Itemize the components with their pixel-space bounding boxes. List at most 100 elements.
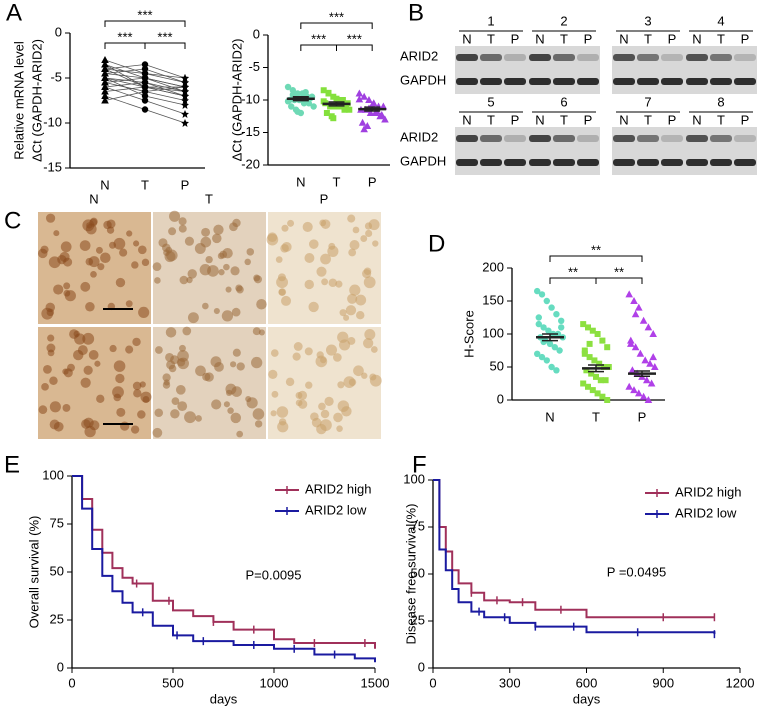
- nucleus: [79, 240, 91, 251]
- nucleus: [281, 241, 292, 252]
- nucleus: [281, 224, 289, 232]
- blot-band: [553, 54, 575, 61]
- nucleus: [325, 344, 338, 356]
- nucleus: [347, 293, 358, 304]
- x-tick-label: 1200: [726, 675, 755, 690]
- point: [289, 87, 297, 94]
- nucleus: [363, 338, 374, 349]
- nucleus: [112, 386, 124, 399]
- nucleus: [316, 351, 324, 359]
- y-tick-label: -10: [241, 91, 260, 106]
- nucleus: [205, 255, 213, 264]
- blot-band: [637, 78, 659, 85]
- point: [101, 69, 109, 77]
- x-axis-label: days: [573, 691, 601, 706]
- nucleus: [200, 236, 212, 248]
- blot-band: [686, 159, 708, 166]
- nucleus: [89, 218, 98, 227]
- nucleus: [230, 412, 242, 424]
- nucleus: [132, 337, 141, 347]
- nucleus: [94, 360, 101, 367]
- significance-label: ***: [117, 29, 132, 44]
- point: [339, 97, 346, 103]
- blot-band: [553, 78, 575, 85]
- sem-bar: [634, 370, 650, 377]
- nucleus: [232, 218, 241, 228]
- significance-bracket: [595, 277, 643, 284]
- blot-band: [734, 135, 756, 142]
- nucleus: [276, 406, 289, 418]
- nucleus: [202, 372, 211, 381]
- ihc-image: [153, 327, 266, 439]
- blot-band: [529, 78, 551, 85]
- point: [631, 343, 640, 351]
- blot-band: [456, 78, 478, 85]
- nucleus: [335, 280, 343, 288]
- nucleus: [187, 312, 199, 324]
- y-tick-label: 75: [411, 518, 425, 533]
- blot-band: [529, 54, 551, 61]
- nucleus: [276, 276, 288, 289]
- point: [594, 390, 601, 397]
- x-tick-label: 1000: [260, 675, 289, 690]
- x-tick-label: N: [296, 174, 305, 189]
- point: [310, 103, 317, 110]
- significance-label: **: [591, 242, 601, 257]
- nucleus: [115, 373, 125, 384]
- nucleus: [230, 361, 237, 368]
- nucleus: [305, 381, 313, 389]
- nucleus: [81, 419, 91, 429]
- blot-band: [637, 135, 659, 142]
- x-tick-label: 1500: [361, 675, 390, 690]
- nucleus: [73, 349, 84, 361]
- nucleus: [49, 376, 58, 385]
- nucleus: [60, 241, 72, 253]
- y-tick-label: -5: [248, 59, 260, 74]
- blot-band: [710, 54, 732, 61]
- point: [181, 96, 189, 105]
- nucleus: [268, 369, 278, 379]
- nucleus: [139, 381, 146, 388]
- nucleus: [53, 230, 60, 237]
- lane-label: N: [692, 31, 701, 46]
- nucleus: [309, 239, 319, 249]
- blot-band: [456, 54, 478, 61]
- nucleus: [337, 331, 349, 343]
- nucleus: [177, 401, 188, 412]
- lane-label: N: [619, 112, 628, 127]
- point: [646, 359, 654, 367]
- nucleus: [328, 278, 338, 288]
- nucleus: [53, 421, 64, 432]
- blot-band: [480, 54, 502, 61]
- blot-band: [456, 135, 478, 142]
- nucleus: [254, 420, 263, 428]
- nucleus: [125, 300, 133, 308]
- point: [141, 88, 149, 95]
- point: [323, 110, 330, 116]
- y-tick-label: 150: [482, 292, 504, 307]
- nucleus: [184, 411, 196, 424]
- y-tick-label: 100: [482, 325, 504, 340]
- y-axis-label: Overall survival (%): [26, 516, 41, 629]
- blot-band: [480, 78, 502, 85]
- point: [355, 89, 364, 97]
- point: [543, 297, 550, 305]
- nucleus: [316, 266, 327, 277]
- nucleus: [85, 301, 95, 312]
- point: [602, 377, 609, 384]
- nucleus: [293, 342, 303, 351]
- point: [625, 290, 633, 298]
- point: [141, 74, 149, 82]
- nucleus: [49, 401, 61, 413]
- nucleus: [41, 382, 49, 391]
- nucleus: [130, 425, 140, 434]
- nucleus: [236, 362, 245, 371]
- y-tick-label: 0: [418, 659, 425, 674]
- blot-band: [613, 135, 635, 142]
- nucleus: [345, 305, 357, 316]
- point: [651, 363, 659, 370]
- y-axis-label: ΔCt (GAPDH-ARID2): [229, 39, 244, 162]
- lane-label: T: [717, 31, 725, 46]
- lane-label: T: [644, 112, 652, 127]
- significance-label: ***: [157, 29, 172, 44]
